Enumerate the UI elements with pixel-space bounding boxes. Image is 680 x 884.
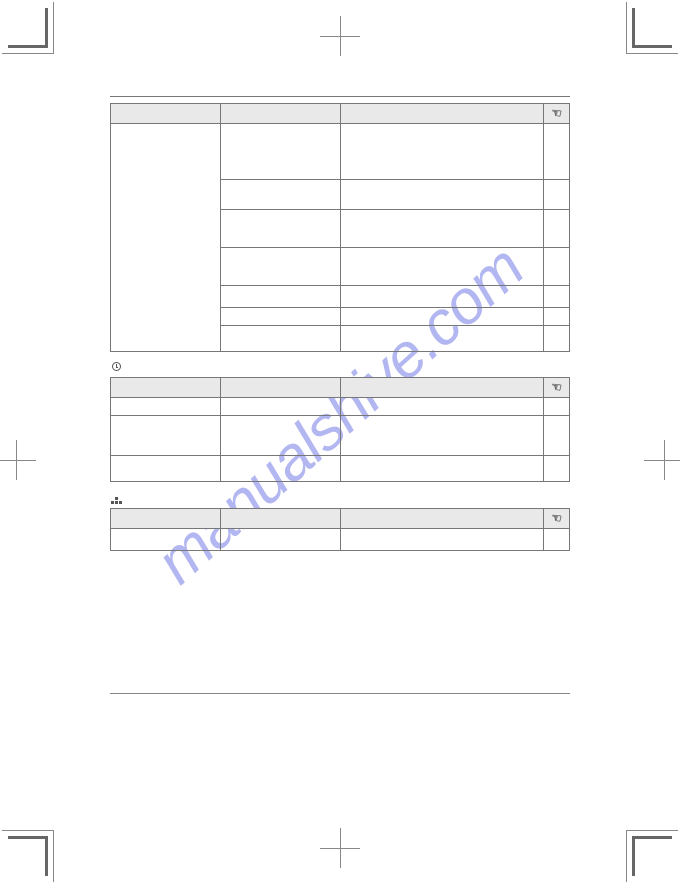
cell-menu [111,456,221,482]
registration-mark-left [0,440,36,480]
cell-menu [111,529,221,551]
cell-description [341,308,544,326]
table-section-1: ☞ [110,103,570,352]
cell-description [341,529,544,551]
table-row [111,456,570,482]
th-option [221,104,341,124]
page-footer [110,691,570,694]
section-3-heading [110,492,570,504]
cell-page-ref [544,210,570,248]
th-page-ref: ☞ [544,378,570,398]
th-description [341,104,544,124]
th-description [341,509,544,529]
th-menu [111,104,221,124]
th-menu [111,509,221,529]
cell-description [341,248,544,286]
cell-description [341,180,544,210]
cell-page-ref [544,124,570,180]
cell-page-ref [544,180,570,210]
crop-mark-bl [8,836,48,876]
cell-option [221,286,341,308]
hand-pointer-icon: ☞ [550,105,563,122]
clock-icon [110,362,122,373]
cell-description [341,456,544,482]
th-page-ref: ☞ [544,509,570,529]
network-icon [110,492,122,504]
registration-mark-top [320,16,360,56]
table-row [111,416,570,456]
hand-pointer-icon: ☞ [550,510,563,527]
cell-menu [111,416,221,456]
cell-page-ref [544,398,570,416]
table-section-3: ☞ [110,508,570,551]
cell-option [221,210,341,248]
cell-description [341,124,544,180]
cell-page-ref [544,529,570,551]
table-section-2: ☞ [110,377,570,482]
cell-option [221,398,341,416]
th-option [221,509,341,529]
cell-page-ref [544,286,570,308]
hand-pointer-icon: ☞ [550,379,563,396]
cell-option [221,456,341,482]
table-header-row: ☞ [111,104,570,124]
cell-menu [111,124,221,352]
cell-description [341,416,544,456]
cell-option [221,308,341,326]
cell-description [341,326,544,352]
page-title-row [110,94,570,97]
crop-mark-tl [8,8,48,48]
table-row [111,529,570,551]
cell-page-ref [544,248,570,286]
th-description [341,378,544,398]
crop-mark-tr [632,8,672,48]
table-row [111,398,570,416]
cell-page-ref [544,416,570,456]
th-option [221,378,341,398]
cell-description [341,286,544,308]
table-row [111,124,570,180]
registration-mark-bottom [320,828,360,868]
cell-option [221,529,341,551]
cell-option [221,416,341,456]
table-header-row: ☞ [111,509,570,529]
section-2-heading [110,362,570,373]
cell-page-ref [544,456,570,482]
cell-page-ref [544,326,570,352]
cell-page-ref [544,308,570,326]
cell-description [341,398,544,416]
cell-description [341,210,544,248]
th-page-ref: ☞ [544,104,570,124]
cell-option [221,248,341,286]
page-content: ☞ ☞ [110,94,570,694]
table-header-row: ☞ [111,378,570,398]
cell-option [221,326,341,352]
cell-option [221,124,341,180]
registration-mark-right [644,440,680,480]
cell-option [221,180,341,210]
crop-mark-br [632,836,672,876]
cell-menu [111,398,221,416]
th-menu [111,378,221,398]
